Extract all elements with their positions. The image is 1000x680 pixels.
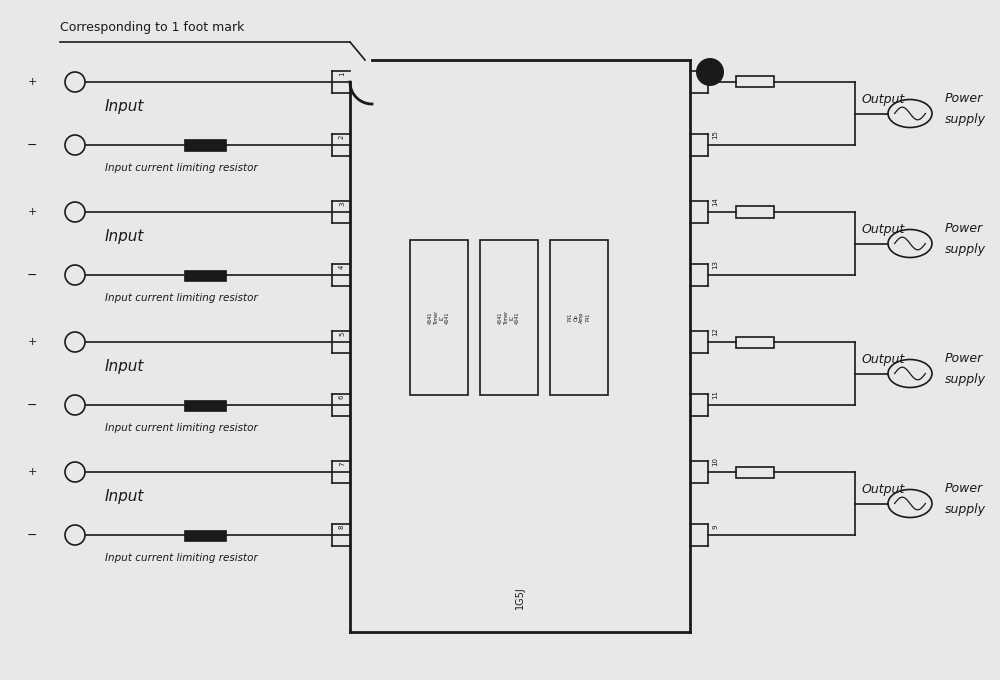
Text: +: + [27, 467, 37, 477]
Text: 3: 3 [339, 201, 345, 206]
Text: +: + [27, 337, 37, 347]
Text: Power: Power [945, 352, 983, 364]
Text: 1: 1 [339, 71, 345, 76]
Text: 13: 13 [712, 260, 718, 269]
Text: Input: Input [105, 490, 144, 505]
Text: Output: Output [862, 224, 905, 237]
Text: −: − [27, 139, 37, 152]
Text: Input: Input [105, 230, 144, 245]
Text: −: − [27, 398, 37, 411]
Bar [550, 240, 608, 395]
Bar [184, 530, 226, 541]
Text: 2: 2 [339, 135, 345, 139]
Bar [184, 400, 226, 411]
Text: Input current limiting resistor: Input current limiting resistor [105, 553, 258, 563]
Text: 12: 12 [712, 327, 718, 336]
Text: Input: Input [105, 99, 144, 114]
Circle shape [696, 58, 724, 86]
Text: 16: 16 [712, 67, 718, 76]
Text: 7: 7 [339, 462, 345, 466]
Text: supply: supply [945, 503, 986, 517]
Text: Power: Power [945, 92, 983, 105]
Text: 9: 9 [712, 524, 718, 529]
Text: supply: supply [945, 114, 986, 126]
Text: Input current limiting resistor: Input current limiting resistor [105, 423, 258, 433]
Bar [736, 466, 774, 477]
Text: Output: Output [862, 483, 905, 496]
Text: 6: 6 [339, 394, 345, 399]
Text: −: − [27, 269, 37, 282]
Text: Power: Power [945, 481, 983, 494]
Text: Corresponding to 1 foot mark: Corresponding to 1 foot mark [60, 22, 244, 35]
Text: 11: 11 [712, 390, 718, 399]
Text: 741
Op
Amp
741: 741 Op Amp 741 [568, 312, 590, 323]
Text: Power: Power [945, 222, 983, 235]
Text: −: − [27, 528, 37, 541]
Text: 15: 15 [712, 130, 718, 139]
Text: supply: supply [945, 243, 986, 256]
Bar [184, 269, 226, 281]
Text: 1G5J: 1G5J [515, 587, 525, 609]
Text: Input: Input [105, 360, 144, 375]
Bar [410, 240, 468, 395]
Text: 4541
Timer
IC
4541: 4541 Timer IC 4541 [498, 310, 520, 324]
Text: 10: 10 [712, 457, 718, 466]
Text: Input current limiting resistor: Input current limiting resistor [105, 293, 258, 303]
Bar [480, 240, 538, 395]
Text: +: + [27, 207, 37, 217]
Text: 5: 5 [339, 332, 345, 336]
Text: 14: 14 [712, 197, 718, 206]
Text: Output: Output [862, 94, 905, 107]
Text: Input current limiting resistor: Input current limiting resistor [105, 163, 258, 173]
Bar [184, 139, 226, 150]
Bar [736, 76, 774, 88]
Text: Output: Output [862, 354, 905, 367]
Text: 4541
Timer
IC
4541: 4541 Timer IC 4541 [428, 310, 450, 324]
Text: 4: 4 [339, 265, 345, 269]
Text: supply: supply [945, 373, 986, 386]
Bar [736, 337, 774, 347]
Text: +: + [27, 77, 37, 87]
Text: 8: 8 [339, 524, 345, 529]
Bar [736, 207, 774, 218]
